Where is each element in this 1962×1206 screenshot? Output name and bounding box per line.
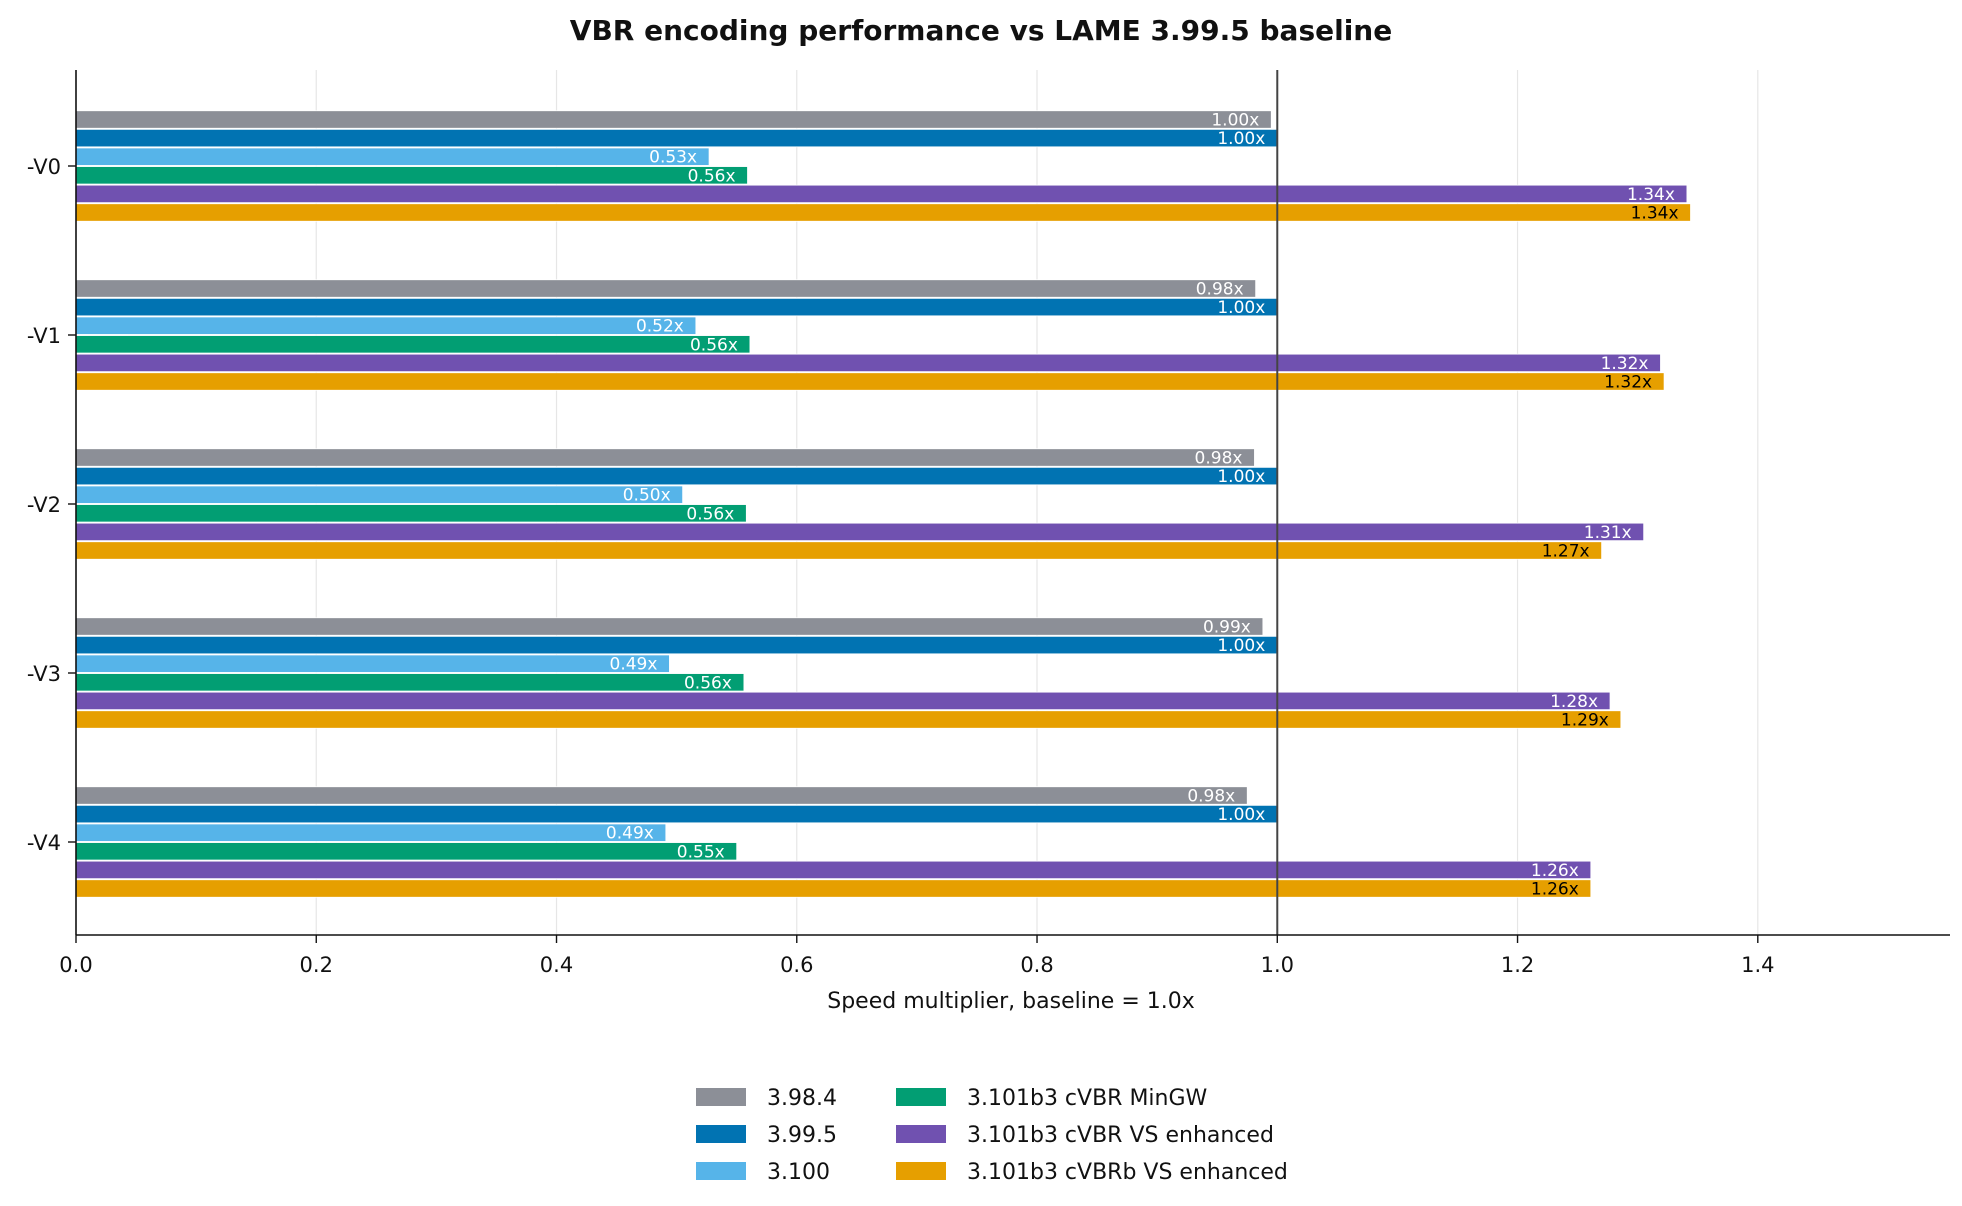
y-ticks: -V0 -V1 -V2 -V3 -V4 (27, 155, 76, 855)
bar-value-label: 0.98x (1195, 449, 1243, 469)
bar-value-label: 0.49x (606, 824, 654, 844)
bar-value-label: 1.00x (1211, 111, 1259, 131)
bar-value-label: 0.50x (623, 486, 671, 506)
y-tick-label: -V4 (27, 831, 61, 855)
bar-value-label: 1.00x (1217, 805, 1265, 825)
legend-entry: 3.98.4 (767, 1086, 837, 1111)
bar-value-label: 1.00x (1217, 467, 1265, 487)
legend-entry: 3.99.5 (767, 1123, 837, 1148)
bar-value-label: 0.49x (610, 655, 658, 675)
bar-value-label: 1.27x (1542, 542, 1590, 562)
x-ticks: 0.0 0.2 0.4 0.6 0.8 1.0 1.2 1.4 (59, 935, 1774, 977)
legend: 3.98.4 3.99.5 3.100 3.101b3 cVBR MinGW 3.101… (696, 1086, 1288, 1185)
bar (75, 203, 1691, 222)
bar-value-label: 0.56x (684, 673, 732, 693)
x-tick-label: 1.4 (1741, 953, 1774, 977)
bar-value-label: 1.00x (1217, 129, 1265, 149)
bar-value-label: 0.53x (649, 148, 697, 168)
bar (75, 522, 1645, 542)
bar-value-label: 1.28x (1550, 692, 1598, 712)
bar (75, 448, 1255, 467)
x-tick-label: 0.2 (300, 953, 333, 977)
bar-value-label: 1.31x (1584, 523, 1632, 543)
bar (75, 353, 1661, 373)
bar (75, 297, 1278, 317)
bar-value-label: 0.56x (690, 335, 738, 355)
bar-value-label: 1.34x (1631, 204, 1679, 224)
bar (75, 691, 1611, 711)
bar (75, 617, 1264, 636)
bar (75, 504, 747, 523)
bar (75, 804, 1278, 824)
x-tick-label: 0.8 (1020, 953, 1053, 977)
bar (75, 466, 1278, 486)
bar (75, 147, 710, 166)
x-axis-label: Speed multiplier, baseline = 1.0x (827, 989, 1195, 1014)
bar (75, 879, 1592, 898)
bar (75, 786, 1248, 805)
legend-entry: 3.101b3 cVBR MinGW (967, 1086, 1208, 1111)
bar-value-label: 1.34x (1627, 185, 1675, 205)
axes (75, 70, 1950, 936)
bar (75, 335, 751, 354)
x-tick-label: 1.2 (1501, 953, 1534, 977)
chart-title: VBR encoding performance vs LAME 3.99.5 … (570, 14, 1392, 47)
bar (75, 279, 1257, 298)
bar (75, 128, 1278, 148)
bar-value-label: 1.26x (1531, 880, 1579, 900)
bar-value-label: 0.98x (1187, 787, 1235, 807)
legend-entry: 3.101b3 cVBRb VS enhanced (967, 1160, 1288, 1185)
y-tick-label: -V0 (27, 155, 61, 179)
bar-value-label: 0.52x (636, 317, 684, 337)
bar (75, 635, 1278, 655)
legend-swatch (696, 1162, 746, 1180)
legend-swatch (896, 1088, 946, 1106)
bar (75, 372, 1665, 391)
bar-value-label: 0.55x (677, 842, 725, 862)
bar (75, 166, 748, 185)
x-tick-label: 0.4 (540, 953, 573, 977)
bar-value-label: 1.29x (1561, 711, 1609, 731)
x-tick-label: 0.6 (780, 953, 813, 977)
bar (75, 485, 684, 504)
bar-value-label: 1.32x (1601, 354, 1649, 374)
bar-value-label: 0.56x (688, 166, 736, 186)
legend-entry: 3.100 (767, 1160, 830, 1185)
legend-swatch (696, 1088, 746, 1106)
legend-entry: 3.101b3 cVBR VS enhanced (967, 1123, 1274, 1148)
bar-value-label: 1.32x (1604, 373, 1652, 393)
legend-swatch (696, 1125, 746, 1143)
legend-swatch (896, 1162, 946, 1180)
bar-value-label: 0.99x (1203, 618, 1251, 638)
x-tick-label: 0.0 (59, 953, 92, 977)
bar (75, 842, 738, 861)
bar-value-label: 0.98x (1196, 280, 1244, 300)
bar-value-label: 1.00x (1217, 636, 1265, 656)
bar-value-label: 0.56x (686, 504, 734, 524)
bars (75, 110, 1691, 898)
y-tick-label: -V3 (27, 662, 61, 686)
bar (75, 184, 1688, 204)
x-tick-label: 1.0 (1261, 953, 1294, 977)
y-tick-label: -V1 (27, 324, 61, 348)
bar (75, 541, 1603, 560)
bar (75, 710, 1622, 729)
bar (75, 860, 1592, 880)
bar-labels: 1.00x1.00x0.53x0.56x1.34x1.34x0.98x1.00x… (606, 111, 1679, 900)
bar (75, 673, 745, 692)
bar (75, 823, 667, 842)
legend-swatch (896, 1125, 946, 1143)
bar (75, 316, 697, 335)
bar (75, 110, 1272, 129)
bar (75, 654, 670, 673)
bar-value-label: 1.26x (1531, 861, 1579, 881)
bar-value-label: 1.00x (1217, 298, 1265, 318)
y-tick-label: -V2 (27, 493, 61, 517)
